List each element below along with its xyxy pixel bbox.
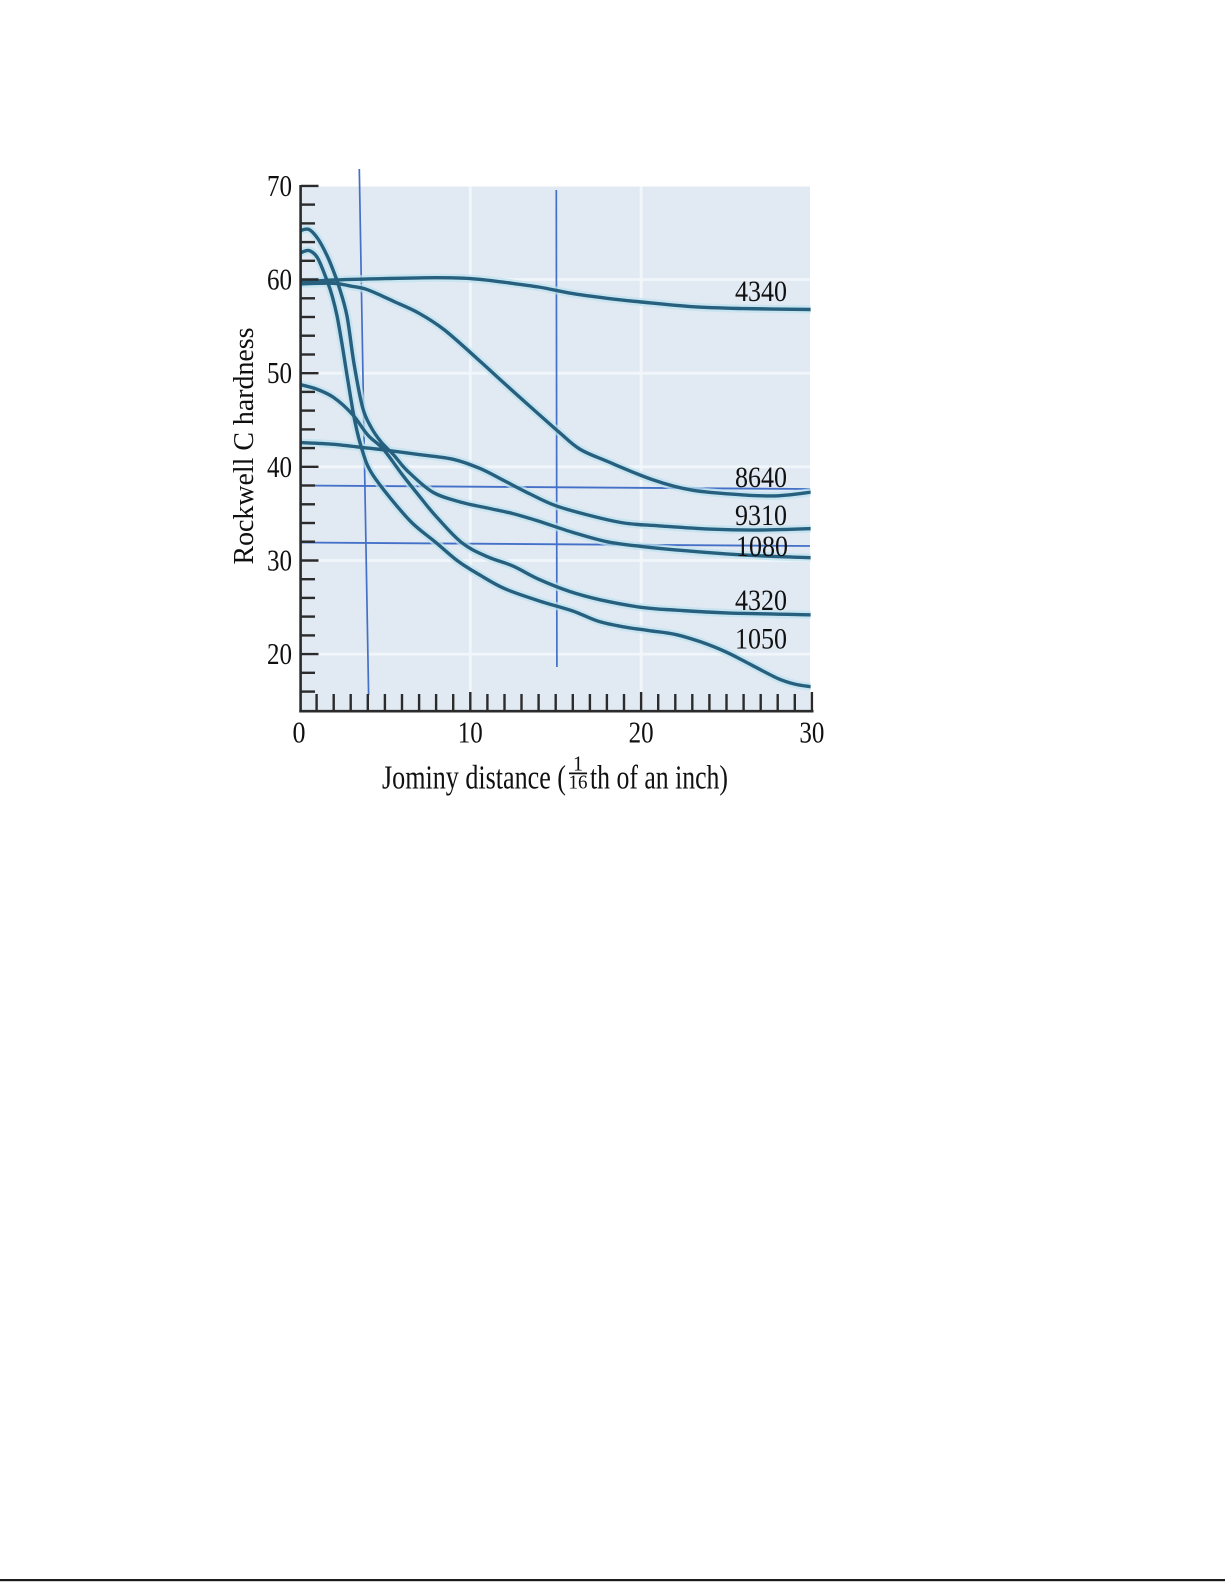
svg-text:16: 16: [569, 772, 588, 794]
svg-text:Jominy distance (: Jominy distance (: [382, 760, 566, 797]
svg-text:1080: 1080: [736, 530, 788, 563]
svg-text:20: 20: [629, 715, 654, 750]
svg-text:1050: 1050: [735, 623, 787, 656]
svg-text:30: 30: [267, 543, 292, 578]
svg-text:50: 50: [267, 355, 292, 390]
svg-text:30: 30: [799, 715, 824, 750]
svg-text:8640: 8640: [735, 461, 787, 494]
svg-text:0: 0: [293, 715, 306, 750]
svg-text:4340: 4340: [735, 275, 787, 308]
svg-text:60: 60: [267, 262, 292, 297]
svg-text:70: 70: [267, 168, 292, 203]
svg-text:9310: 9310: [735, 499, 787, 532]
svg-text:th of an inch): th of an inch): [590, 760, 728, 797]
svg-text:20: 20: [267, 636, 292, 671]
svg-text:40: 40: [267, 449, 292, 484]
svg-text:Rockwell C hardness: Rockwell C hardness: [228, 328, 260, 565]
svg-text:1: 1: [573, 752, 583, 776]
svg-text:4320: 4320: [735, 584, 787, 617]
svg-text:10: 10: [458, 715, 483, 750]
